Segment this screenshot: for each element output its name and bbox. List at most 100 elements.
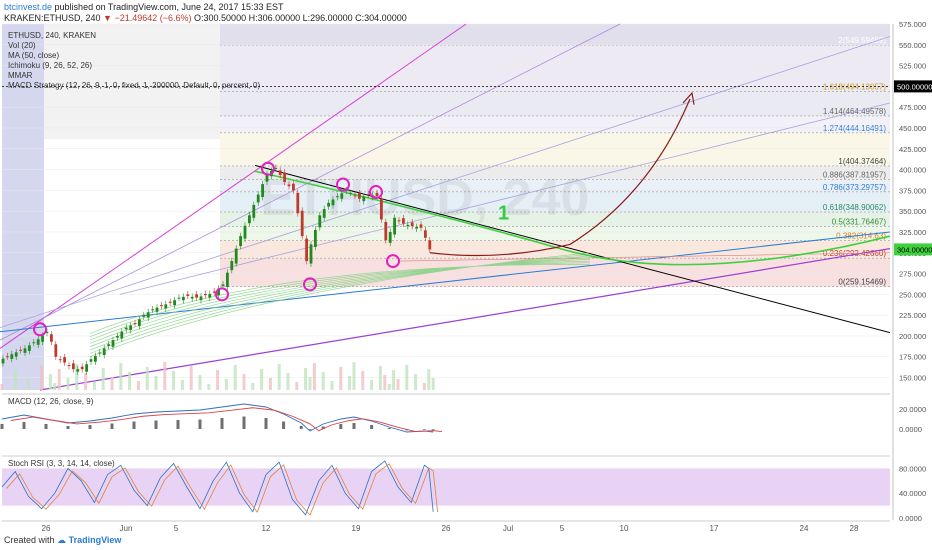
trend-line <box>119 102 891 295</box>
candle-body <box>116 335 119 338</box>
pivot-circle <box>215 287 229 302</box>
macd-histogram-bar <box>0 424 4 429</box>
volume-bar <box>339 367 343 390</box>
x-tick-label: Jul <box>503 524 513 533</box>
y-tick-label: 450.000 <box>899 124 926 133</box>
macd-histogram-bar <box>88 425 92 429</box>
legend-item[interactable]: MACD Strategy (12, 26, 9, 1, 0, fixed, 1… <box>8 81 261 90</box>
y-tick-label: 575.000 <box>899 20 926 29</box>
x-tick-label: 12 <box>262 524 271 533</box>
candle-body <box>67 365 71 367</box>
candle-body <box>50 334 53 342</box>
forecast-arrow <box>429 98 691 257</box>
pivot-circle <box>369 185 383 200</box>
candle-body <box>151 309 154 311</box>
legend-item[interactable]: Ichimoku (9, 26, 52, 26) <box>8 61 93 70</box>
pivot-circle <box>336 177 350 192</box>
candle-body <box>94 355 97 362</box>
macd-histogram-bar <box>110 423 114 429</box>
pivot-circle <box>386 254 400 269</box>
candle-body <box>305 238 308 262</box>
candle-body <box>318 215 322 228</box>
stoch-d-line <box>6 463 438 516</box>
volume-bar <box>119 363 123 390</box>
author-link[interactable]: btcinvest.de <box>4 2 53 12</box>
y-tick-label: 275.000 <box>899 270 926 279</box>
volume-bar <box>383 375 387 390</box>
candle-body <box>226 272 229 287</box>
y-tick-label: 475.000 <box>899 103 926 112</box>
candle-body <box>124 327 128 330</box>
macd-histogram-bar <box>22 422 26 429</box>
candle-body <box>336 196 339 198</box>
legend-item[interactable]: ETHUSD, 240, KRAKEN <box>8 31 97 40</box>
volume-bar <box>163 362 167 390</box>
candle-body <box>314 229 317 247</box>
level-500-label: 500.00000 <box>897 82 932 91</box>
x-tick-label: 28 <box>850 524 859 533</box>
candle-body <box>375 192 379 197</box>
candle-body <box>107 344 110 346</box>
current-price-label: 304.00000 <box>897 245 932 254</box>
macd-histogram-bar <box>198 419 202 429</box>
change-text: ▼ −21.49642 (−6.6%) <box>103 13 192 23</box>
published-text: published on TradingView.com, June 24, 2… <box>54 2 284 12</box>
macd-histogram-bar <box>176 420 180 429</box>
trend-line <box>254 164 891 334</box>
macd-histogram-bar <box>422 429 426 430</box>
candle-body <box>98 352 102 354</box>
x-tick-label: 5 <box>560 524 565 533</box>
fib-band <box>220 24 890 46</box>
volume-bar <box>233 365 237 390</box>
macd-histogram-bar <box>387 428 391 429</box>
volume-bar <box>405 365 409 390</box>
header-published: btcinvest.de published on TradingView.co… <box>4 2 284 12</box>
footer-brand[interactable]: TradingView <box>68 535 122 545</box>
volume-bar <box>348 376 352 390</box>
volume-bar <box>370 380 374 390</box>
candle-body <box>133 323 137 325</box>
macd-histogram-bar <box>431 429 435 431</box>
stoch-pane-label[interactable]: Stoch RSI (3, 3, 14, 14, close) <box>8 459 115 468</box>
candle-body <box>195 294 198 298</box>
volume-bar <box>304 368 308 390</box>
volume-bar <box>321 372 325 390</box>
fib-label: 1(404.37464) <box>838 157 886 166</box>
macd-histogram-bar <box>370 425 374 429</box>
fib-label: 0.5(331.76467) <box>832 217 887 226</box>
volume-bar <box>189 366 193 390</box>
volume-bar <box>75 364 79 390</box>
candle-body <box>41 335 44 342</box>
macd-histogram-bar <box>352 423 356 429</box>
x-tick-label: 10 <box>620 524 629 533</box>
volume-bar <box>330 381 334 390</box>
candle-body <box>138 319 141 326</box>
legend-item[interactable]: MMAR <box>8 71 33 80</box>
candle-body <box>111 340 115 347</box>
arrow-head-icon <box>682 91 695 105</box>
candle-body <box>80 366 84 370</box>
macd-histogram-bar <box>339 424 343 429</box>
candle-body <box>349 192 352 194</box>
volume-bar <box>136 381 140 390</box>
legend-item[interactable]: MA (50, close) <box>8 51 60 60</box>
candle-body <box>14 352 18 357</box>
macd-histogram-bar <box>66 426 70 429</box>
fib-label: 0(259.15469) <box>838 278 886 287</box>
macd-pane-label[interactable]: MACD (12, 26, close, 9) <box>8 397 94 406</box>
candle-body <box>28 345 31 351</box>
fib-band <box>220 132 890 166</box>
fib-band <box>220 191 890 213</box>
legend-item[interactable]: Vol (20) <box>8 41 36 50</box>
fib-band <box>220 91 890 116</box>
volume-bar <box>352 362 356 390</box>
candle-body <box>340 193 344 199</box>
candle-body <box>102 348 106 356</box>
candle-body <box>146 312 150 318</box>
volume-bar <box>308 377 312 390</box>
volume-bar <box>268 378 272 390</box>
stoch-band <box>2 468 890 506</box>
volume-bar <box>110 377 114 390</box>
candle-body <box>120 331 124 339</box>
